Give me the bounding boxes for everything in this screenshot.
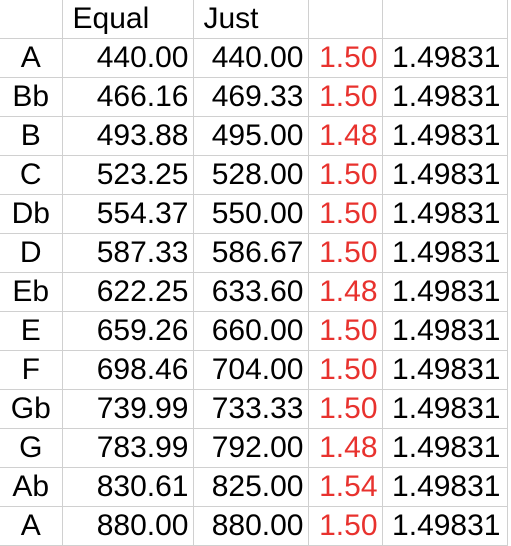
note-cell[interactable]: G	[0, 428, 63, 468]
ratio-cell[interactable]: 1.48	[308, 272, 383, 312]
constant-cell[interactable]: 1.49831	[382, 389, 508, 429]
just-freq-cell[interactable]: 495.00	[193, 116, 309, 156]
just-freq-cell[interactable]: 733.33	[193, 389, 309, 429]
note-cell[interactable]: Ab	[0, 467, 63, 507]
ratio-cell[interactable]: 1.50	[308, 77, 383, 117]
ratio-cell[interactable]: 1.50	[308, 506, 383, 546]
table-row: A 880.00 880.00 1.50 1.49831	[0, 506, 508, 546]
constant-cell[interactable]: 1.49831	[382, 350, 508, 390]
just-freq-cell[interactable]: 704.00	[193, 350, 309, 390]
note-cell[interactable]: E	[0, 311, 63, 351]
constant-cell[interactable]: 1.49831	[382, 428, 508, 468]
note-cell[interactable]: Gb	[0, 389, 63, 429]
note-cell[interactable]: Bb	[0, 77, 63, 117]
note-cell[interactable]: Db	[0, 194, 63, 234]
note-cell[interactable]: A	[0, 38, 63, 78]
ratio-cell[interactable]: 1.50	[308, 389, 383, 429]
just-freq-cell[interactable]: 880.00	[193, 506, 309, 546]
equal-freq-cell[interactable]: 830.61	[62, 467, 194, 507]
note-cell[interactable]: C	[0, 155, 63, 195]
table-row: Ab 830.61 825.00 1.54 1.49831	[0, 467, 508, 507]
just-freq-cell[interactable]: 550.00	[193, 194, 309, 234]
equal-freq-cell[interactable]: 783.99	[62, 428, 194, 468]
just-freq-cell[interactable]: 660.00	[193, 311, 309, 351]
header-row: Equal Just	[0, 0, 508, 39]
equal-freq-cell[interactable]: 466.16	[62, 77, 194, 117]
equal-freq-cell[interactable]: 587.33	[62, 233, 194, 273]
equal-freq-cell[interactable]: 880.00	[62, 506, 194, 546]
equal-freq-cell[interactable]: 659.26	[62, 311, 194, 351]
table-row: E 659.26 660.00 1.50 1.49831	[0, 311, 508, 351]
note-cell[interactable]: B	[0, 116, 63, 156]
just-freq-cell[interactable]: 792.00	[193, 428, 309, 468]
just-freq-cell[interactable]: 528.00	[193, 155, 309, 195]
header-cell-ratio[interactable]	[308, 0, 383, 39]
note-cell[interactable]: Eb	[0, 272, 63, 312]
note-cell[interactable]: F	[0, 350, 63, 390]
constant-cell[interactable]: 1.49831	[382, 155, 508, 195]
equal-freq-cell[interactable]: 523.25	[62, 155, 194, 195]
note-cell[interactable]: A	[0, 506, 63, 546]
just-freq-cell[interactable]: 633.60	[193, 272, 309, 312]
equal-freq-cell[interactable]: 493.88	[62, 116, 194, 156]
table-row: A 440.00 440.00 1.50 1.49831	[0, 38, 508, 78]
header-cell-constant[interactable]	[382, 0, 508, 39]
just-freq-cell[interactable]: 469.33	[193, 77, 309, 117]
ratio-cell[interactable]: 1.48	[308, 428, 383, 468]
table-row: Eb 622.25 633.60 1.48 1.49831	[0, 272, 508, 312]
just-freq-cell[interactable]: 825.00	[193, 467, 309, 507]
table-row: Db 554.37 550.00 1.50 1.49831	[0, 194, 508, 234]
table-row: Bb 466.16 469.33 1.50 1.49831	[0, 77, 508, 117]
header-cell-equal[interactable]: Equal	[62, 0, 194, 39]
equal-freq-cell[interactable]: 554.37	[62, 194, 194, 234]
ratio-cell[interactable]: 1.50	[308, 155, 383, 195]
constant-cell[interactable]: 1.49831	[382, 467, 508, 507]
constant-cell[interactable]: 1.49831	[382, 311, 508, 351]
constant-cell[interactable]: 1.49831	[382, 272, 508, 312]
equal-freq-cell[interactable]: 440.00	[62, 38, 194, 78]
just-freq-cell[interactable]: 440.00	[193, 38, 309, 78]
table-row: D 587.33 586.67 1.50 1.49831	[0, 233, 508, 273]
equal-freq-cell[interactable]: 622.25	[62, 272, 194, 312]
table-row: B 493.88 495.00 1.48 1.49831	[0, 116, 508, 156]
ratio-cell[interactable]: 1.54	[308, 467, 383, 507]
equal-freq-cell[interactable]: 739.99	[62, 389, 194, 429]
note-cell[interactable]: D	[0, 233, 63, 273]
constant-cell[interactable]: 1.49831	[382, 38, 508, 78]
header-cell-note[interactable]	[0, 0, 63, 39]
table-row: G 783.99 792.00 1.48 1.49831	[0, 428, 508, 468]
ratio-cell[interactable]: 1.50	[308, 350, 383, 390]
constant-cell[interactable]: 1.49831	[382, 233, 508, 273]
equal-freq-cell[interactable]: 698.46	[62, 350, 194, 390]
ratio-cell[interactable]: 1.50	[308, 38, 383, 78]
ratio-cell[interactable]: 1.50	[308, 233, 383, 273]
ratio-cell[interactable]: 1.50	[308, 194, 383, 234]
table-row: F 698.46 704.00 1.50 1.49831	[0, 350, 508, 390]
constant-cell[interactable]: 1.49831	[382, 506, 508, 546]
ratio-cell[interactable]: 1.48	[308, 116, 383, 156]
constant-cell[interactable]: 1.49831	[382, 116, 508, 156]
header-cell-just[interactable]: Just	[193, 0, 309, 39]
constant-cell[interactable]: 1.49831	[382, 194, 508, 234]
constant-cell[interactable]: 1.49831	[382, 77, 508, 117]
table-row: Gb 739.99 733.33 1.50 1.49831	[0, 389, 508, 429]
just-freq-cell[interactable]: 586.67	[193, 233, 309, 273]
ratio-cell[interactable]: 1.50	[308, 311, 383, 351]
table-row: C 523.25 528.00 1.50 1.49831	[0, 155, 508, 195]
